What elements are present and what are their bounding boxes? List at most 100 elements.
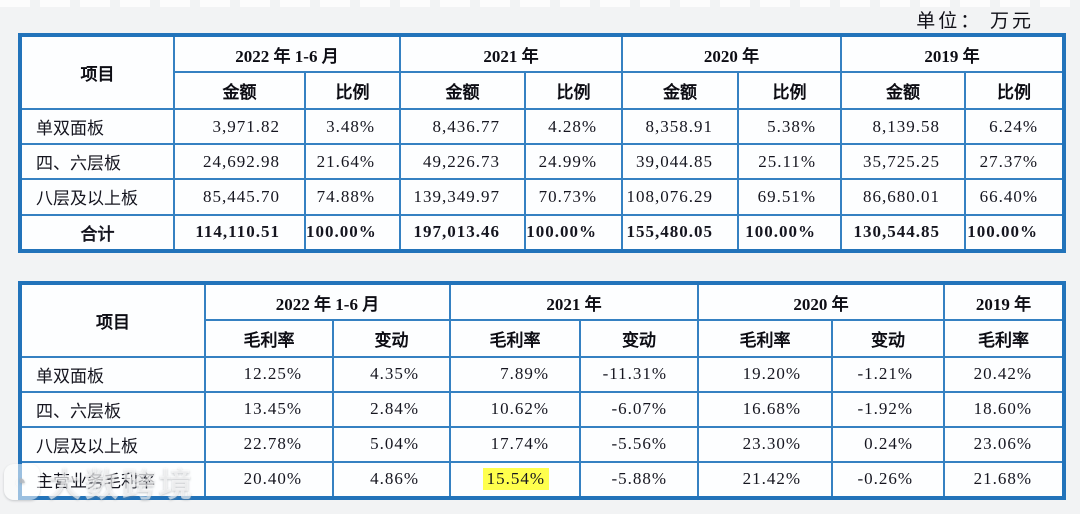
year-header-2019: 2019 年 xyxy=(840,34,1066,73)
cell: 139,349.97 xyxy=(399,178,527,216)
sub-header-margin: 毛利率 xyxy=(204,319,334,358)
table-row: 四、六层板 24,692.98 21.64% 49,226.73 24.99% … xyxy=(19,143,1066,181)
cell: 7.89% xyxy=(449,356,582,393)
cell: 74.88% xyxy=(303,178,402,216)
cell: 4.86% xyxy=(331,460,452,500)
sub-header-amount: 金额 xyxy=(840,71,967,110)
cell: 25.11% xyxy=(737,143,843,181)
sub-header-amount: 金额 xyxy=(399,71,527,110)
year-header-2022: 2022 年 1-6 月 xyxy=(172,34,402,73)
sub-header-ratio: 比例 xyxy=(964,71,1066,110)
sub-header-ratio: 比例 xyxy=(303,71,402,110)
item-column-header: 项目 xyxy=(19,34,175,110)
cell: -1.92% xyxy=(831,390,946,428)
cell: 100.00% xyxy=(737,213,843,253)
cell: 5.38% xyxy=(737,107,843,146)
revenue-structure-table: 项目 2022 年 1-6 月 2021 年 2020 年 2019 年 金额 … xyxy=(18,33,1067,253)
sub-header-margin: 毛利率 xyxy=(943,319,1066,358)
total-row: 合计 114,110.51 100.00% 197,013.46 100.00%… xyxy=(19,213,1066,253)
sub-header-change: 变动 xyxy=(831,319,946,358)
row-label: 单双面板 xyxy=(19,107,175,146)
cell: 5.04% xyxy=(331,425,452,463)
cell: 85,445.70 xyxy=(173,178,306,216)
cell: 24,692.98 xyxy=(173,143,306,181)
sub-header-ratio: 比例 xyxy=(524,71,624,110)
cell: 69.51% xyxy=(737,178,843,216)
unit-label: 单位： 万元 xyxy=(916,11,1034,32)
cell: 2.84% xyxy=(331,390,452,428)
cell: 21.64% xyxy=(303,143,402,181)
year-header-2022: 2022 年 1-6 月 xyxy=(203,282,452,321)
sub-header-row: 毛利率 变动 毛利率 变动 毛利率 变动 毛利率 xyxy=(20,319,1066,358)
sub-header-change: 变动 xyxy=(579,319,700,358)
cell: 100.00% xyxy=(964,213,1066,253)
cell: 8,358.91 xyxy=(621,107,740,146)
cell: 20.40% xyxy=(204,460,334,500)
cell: 197,013.46 xyxy=(399,213,527,253)
cell: 24.99% xyxy=(524,143,624,181)
gross-margin-table: 项目 2022 年 1-6 月 2021 年 2020 年 2019 年 毛利率… xyxy=(18,281,1067,500)
cell: 22.78% xyxy=(204,425,334,463)
sub-header-margin: 毛利率 xyxy=(697,319,834,358)
cell: 13.45% xyxy=(204,390,334,428)
cell: 19.20% xyxy=(697,356,834,393)
cell: 100.00% xyxy=(524,213,624,253)
sub-header-row: 金额 比例 金额 比例 金额 比例 金额 比例 xyxy=(20,71,1066,110)
row-label: 四、六层板 xyxy=(19,390,206,428)
sub-header-margin: 毛利率 xyxy=(449,319,582,358)
year-header-2021: 2021 年 xyxy=(399,34,624,73)
cell: 27.37% xyxy=(964,143,1066,181)
year-header-2019: 2019 年 xyxy=(943,282,1066,321)
cell: 10.62% xyxy=(449,390,582,428)
cell: 114,110.51 xyxy=(173,213,306,253)
cell: 35,725.25 xyxy=(840,143,967,181)
cell: -6.07% xyxy=(579,390,700,428)
sub-header-amount: 金额 xyxy=(621,71,740,110)
cell: 23.30% xyxy=(697,425,834,463)
cell: 21.68% xyxy=(943,460,1066,500)
year-header-row: 项目 2022 年 1-6 月 2021 年 2020 年 2019 年 xyxy=(19,282,1066,358)
cell: 70.73% xyxy=(524,178,624,216)
cell: 18.60% xyxy=(943,390,1066,428)
cell: 4.28% xyxy=(524,107,624,146)
cell: -5.56% xyxy=(579,425,700,463)
cell: 108,076.29 xyxy=(621,178,740,216)
cell: -1.21% xyxy=(831,356,946,393)
yellow-highlight: 15.54% xyxy=(482,468,550,491)
cell: 20.42% xyxy=(943,356,1066,393)
table-row: 单双面板 12.25% 4.35% 7.89% -11.31% 19.20% -… xyxy=(19,356,1066,393)
row-label: 合计 xyxy=(19,213,175,253)
cell: 12.25% xyxy=(204,356,334,393)
cell: 3.48% xyxy=(303,107,402,146)
sub-header-ratio: 比例 xyxy=(737,71,843,110)
year-header-2021: 2021 年 xyxy=(449,282,700,321)
row-label: 单双面板 xyxy=(19,356,206,393)
cell: 155,480.05 xyxy=(621,213,740,253)
cell: 49,226.73 xyxy=(399,143,527,181)
cell: 0.24% xyxy=(831,425,946,463)
highlighted-cell: 15.54% xyxy=(449,460,582,500)
row-label: 四、六层板 xyxy=(19,143,175,181)
table-row: 四、六层板 13.45% 2.84% 10.62% -6.07% 16.68% … xyxy=(19,390,1066,428)
sub-header-amount: 金额 xyxy=(173,71,306,110)
table-row: 八层及以上板 22.78% 5.04% 17.74% -5.56% 23.30%… xyxy=(19,425,1066,463)
cell: 86,680.01 xyxy=(840,178,967,216)
cell: 8,139.58 xyxy=(840,107,967,146)
row-label: 主营业务毛利率 xyxy=(19,460,206,500)
table-row: 八层及以上板 85,445.70 74.88% 139,349.97 70.73… xyxy=(19,178,1066,216)
cell: 100.00% xyxy=(303,213,402,253)
row-label: 八层及以上板 xyxy=(19,425,206,463)
cell: 23.06% xyxy=(943,425,1066,463)
cell: 8,436.77 xyxy=(399,107,527,146)
year-header-2020: 2020 年 xyxy=(697,282,946,321)
cell: 130,544.85 xyxy=(840,213,967,253)
top-edge-artifact xyxy=(0,0,1080,7)
cell: -11.31% xyxy=(579,356,700,393)
cell: 16.68% xyxy=(697,390,834,428)
sub-header-change: 变动 xyxy=(331,319,452,358)
year-header-2020: 2020 年 xyxy=(621,34,843,73)
cell: 3,971.82 xyxy=(173,107,306,146)
row-label: 八层及以上板 xyxy=(19,178,175,216)
cell: 21.42% xyxy=(697,460,834,500)
